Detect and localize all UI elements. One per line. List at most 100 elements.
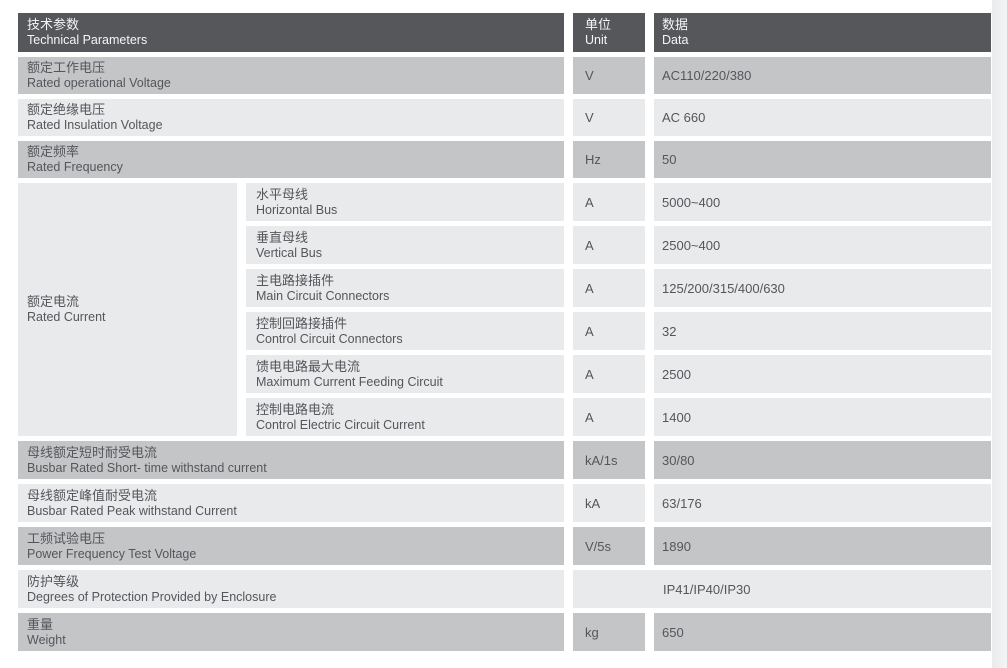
- row-label: 母线额定短时耐受电流 Busbar Rated Short- time with…: [18, 441, 564, 479]
- technical-parameters-table: 技术参数 Technical Parameters 单位 Unit 数据 Dat…: [18, 13, 992, 651]
- data-value: 63/176: [662, 495, 702, 511]
- row-unit: kA: [573, 484, 645, 522]
- row-value: 5000~400: [654, 183, 991, 221]
- data-value: 2500: [662, 366, 691, 382]
- sub-row-label: 水平母线 Horizontal Bus: [246, 183, 564, 221]
- unit-value: kA: [585, 495, 601, 511]
- row-label-zh: 重量: [27, 616, 54, 632]
- row-value: 1400: [654, 398, 991, 436]
- data-value: 5000~400: [662, 194, 721, 210]
- unit-value: A: [585, 366, 594, 382]
- row-label-en: Rated Frequency: [27, 160, 123, 174]
- row-unit: A: [573, 269, 645, 307]
- row-label-zh: 额定频率: [27, 144, 80, 159]
- row-unit: Hz: [573, 141, 645, 178]
- unit-value: A: [585, 237, 594, 253]
- header-parameters-en: Technical Parameters: [27, 33, 148, 47]
- header-unit-zh: 单位: [585, 17, 612, 32]
- header-data-en: Data: [662, 33, 689, 47]
- row-label-en: Rated operational Voltage: [27, 76, 171, 90]
- row-value-merged: IP41/IP40/IP30: [573, 570, 991, 608]
- row-label-en: Degrees of Protection Provided by Enclos…: [27, 589, 277, 604]
- row-label-en: Busbar Rated Short- time withstand curre…: [27, 460, 267, 475]
- page-right-shadow: [992, 0, 1007, 668]
- group-label-zh: 额定电流: [27, 294, 80, 309]
- unit-value: V: [585, 110, 594, 125]
- row-value: 32: [654, 312, 991, 350]
- row-label-zh: 防护等级: [27, 573, 80, 589]
- unit-value: V: [585, 68, 594, 83]
- row-value: 50: [654, 141, 991, 178]
- data-value: 30/80: [662, 452, 695, 468]
- row-unit: V: [573, 99, 645, 136]
- data-value: 125/200/315/400/630: [662, 280, 785, 296]
- row-unit: A: [573, 355, 645, 393]
- row-value: 2500~400: [654, 226, 991, 264]
- group-label-rated-current: 额定电流 Rated Current: [18, 183, 237, 436]
- row-unit: A: [573, 398, 645, 436]
- row-label: 母线额定峰值耐受电流 Busbar Rated Peak withstand C…: [18, 484, 564, 522]
- data-value: 1400: [662, 409, 691, 425]
- group-label-en: Rated Current: [27, 310, 106, 324]
- data-value: AC 660: [662, 110, 706, 125]
- row-label-en: Rated Insulation Voltage: [27, 118, 163, 132]
- row-label: 重量 Weight: [18, 613, 564, 651]
- sub-row-label-en: Maximum Current Feeding Circuit: [256, 374, 443, 389]
- sub-row-label: 主电路接插件 Main Circuit Connectors: [246, 269, 564, 307]
- header-data: 数据 Data: [654, 13, 991, 52]
- row-value: AC 660: [654, 99, 991, 136]
- sub-row-label-zh: 垂直母线: [256, 229, 309, 245]
- row-value: 30/80: [654, 441, 991, 479]
- row-unit: A: [573, 183, 645, 221]
- unit-value: A: [585, 323, 594, 339]
- header-parameters: 技术参数 Technical Parameters: [18, 13, 564, 52]
- header-parameters-zh: 技术参数: [27, 17, 80, 32]
- row-label: 防护等级 Degrees of Protection Provided by E…: [18, 570, 564, 608]
- sub-row-label-en: Main Circuit Connectors: [256, 288, 390, 303]
- header-unit-en: Unit: [585, 33, 608, 47]
- row-label: 额定频率 Rated Frequency: [18, 141, 564, 178]
- row-value: AC110/220/380: [654, 57, 991, 94]
- row-unit: V: [573, 57, 645, 94]
- sub-row-label: 控制电路电流 Control Electric Circuit Current: [246, 398, 564, 436]
- sub-row-label: 垂直母线 Vertical Bus: [246, 226, 564, 264]
- row-value: 2500: [654, 355, 991, 393]
- sub-row-label-en: Horizontal Bus: [256, 202, 338, 217]
- row-label-zh: 母线额定峰值耐受电流: [27, 487, 158, 503]
- row-value: 125/200/315/400/630: [654, 269, 991, 307]
- data-value: 32: [662, 323, 677, 339]
- data-value: 50: [662, 152, 677, 167]
- sub-row-label-zh: 控制回路接插件: [256, 315, 348, 331]
- row-unit: A: [573, 226, 645, 264]
- unit-value: Hz: [585, 152, 601, 167]
- unit-value: A: [585, 280, 594, 296]
- sub-row-label-zh: 主电路接插件: [256, 272, 335, 288]
- row-unit: A: [573, 312, 645, 350]
- row-unit: V/5s: [573, 527, 645, 565]
- row-value: 1890: [654, 527, 991, 565]
- row-label-en: Busbar Rated Peak withstand Current: [27, 503, 237, 518]
- unit-value: A: [585, 194, 594, 210]
- sub-row-label: 馈电电路最大电流 Maximum Current Feeding Circuit: [246, 355, 564, 393]
- row-unit: kA/1s: [573, 441, 645, 479]
- data-value: IP41/IP40/IP30: [663, 581, 751, 597]
- row-label: 工频试验电压 Power Frequency Test Voltage: [18, 527, 564, 565]
- header-unit: 单位 Unit: [573, 13, 645, 52]
- data-value: 650: [662, 624, 684, 640]
- row-label-en: Power Frequency Test Voltage: [27, 546, 197, 561]
- row-value: 63/176: [654, 484, 991, 522]
- sub-row-label-zh: 馈电电路最大电流: [256, 358, 361, 374]
- row-label-zh: 额定工作电压: [27, 60, 106, 75]
- row-unit: kg: [573, 613, 645, 651]
- row-value: 650: [654, 613, 991, 651]
- sub-row-label-zh: 控制电路电流: [256, 401, 335, 417]
- sub-row-label-en: Control Electric Circuit Current: [256, 417, 425, 432]
- sub-row-label-en: Control Circuit Connectors: [256, 331, 403, 346]
- data-value: 1890: [662, 538, 691, 554]
- row-label: 额定绝缘电压 Rated Insulation Voltage: [18, 99, 564, 136]
- sub-row-label: 控制回路接插件 Control Circuit Connectors: [246, 312, 564, 350]
- unit-value: A: [585, 409, 594, 425]
- sub-row-label-zh: 水平母线: [256, 186, 309, 202]
- row-label-zh: 工频试验电压: [27, 530, 106, 546]
